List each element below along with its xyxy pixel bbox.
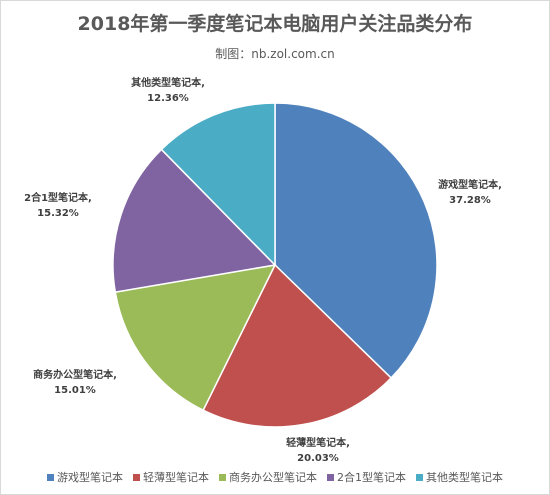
pie-slice (160, 102, 276, 267)
slice-label-value: 37.28% (449, 195, 491, 206)
pie-slice (202, 263, 393, 428)
slice-label-value: 20.03% (297, 453, 339, 464)
pie-slice (114, 264, 277, 412)
legend-item: 商务办公型笔记本 (219, 469, 317, 485)
slice-label-name: 轻薄型笔记本, (286, 436, 350, 449)
slice-label-value: 12.36% (147, 93, 189, 104)
slice-label-name: 游戏型笔记本, (438, 178, 502, 191)
slice-label-name: 商务办公型笔记本, (33, 368, 117, 381)
slice-label-value: 15.01% (54, 385, 96, 396)
legend-label: 其他类型笔记本 (426, 471, 503, 484)
chart-subtitle: 制图：nb.zol.com.cn (215, 47, 335, 61)
chart-legend: 游戏型笔记本 轻薄型笔记本 商务办公型笔记本 2合1型笔记本 其他类型笔记本 (0, 469, 550, 485)
pie-slice (274, 102, 438, 380)
pie-slice (112, 148, 277, 294)
legend-label: 商务办公型笔记本 (229, 471, 317, 484)
legend-item: 轻薄型笔记本 (133, 469, 209, 485)
legend-swatch (133, 473, 140, 481)
legend-item: 2合1型笔记本 (327, 469, 406, 485)
slice-label-name: 2合1型笔记本, (24, 191, 92, 204)
legend-label: 轻薄型笔记本 (143, 471, 209, 484)
slice-label-name: 其他类型笔记本, (131, 76, 205, 89)
slice-label-value: 15.32% (37, 208, 79, 219)
legend-swatch (47, 473, 54, 481)
legend-swatch (219, 473, 226, 481)
legend-swatch (416, 473, 423, 481)
legend-item: 其他类型笔记本 (416, 469, 503, 485)
legend-item: 游戏型笔记本 (47, 469, 123, 485)
legend-label: 游戏型笔记本 (57, 471, 123, 484)
legend-swatch (327, 473, 334, 481)
legend-label: 2合1型笔记本 (337, 471, 406, 484)
chart-title: 2018年第一季度笔记本电脑用户关注品类分布 (77, 13, 473, 35)
